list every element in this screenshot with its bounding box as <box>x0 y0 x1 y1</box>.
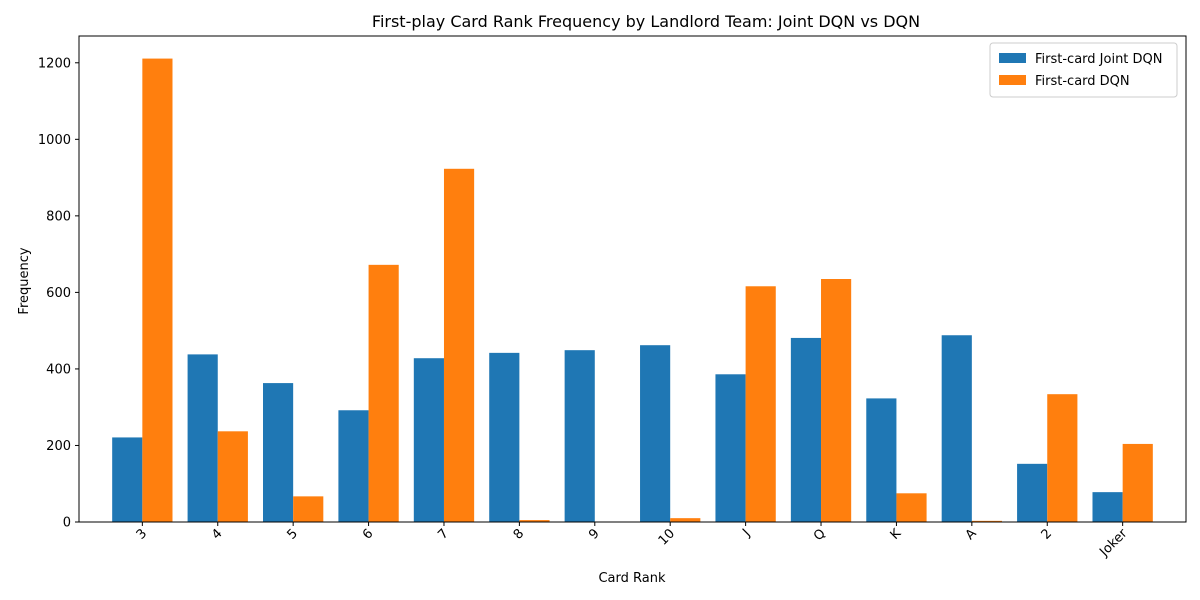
bar-series-1-2 <box>1017 463 1048 522</box>
bar-series-1-3 <box>112 437 143 522</box>
plot-frame <box>78 35 1187 523</box>
x-tick-label: Joker <box>1096 526 1131 561</box>
bar-series-1-joker <box>1092 492 1123 522</box>
x-tick-label: 9 <box>586 526 602 542</box>
y-tick-label: 600 <box>46 286 71 301</box>
y-tick-label: 1200 <box>38 56 71 71</box>
bar-series-2-k <box>896 493 927 522</box>
bar-series-1-10 <box>640 345 671 522</box>
bar-series-1-8 <box>489 352 520 522</box>
x-tick-label: 5 <box>285 526 301 542</box>
y-tick-label: 200 <box>46 439 71 454</box>
bar-series-2-8 <box>519 520 550 522</box>
bar-series-2-a <box>971 520 1002 522</box>
y-tick-label: 800 <box>46 209 71 224</box>
y-tick-label: 400 <box>46 362 71 377</box>
x-tick-label: J <box>739 526 753 540</box>
bars-group <box>112 58 1153 523</box>
bar-series-2-10 <box>670 518 701 522</box>
y-axis-ticks: 0 200 400 600 800 1000 1200 <box>38 56 79 531</box>
y-tick-label: 0 <box>63 516 71 531</box>
bar-series-2-7 <box>443 168 475 523</box>
legend: First-card Joint DQN First-card DQN <box>989 42 1178 98</box>
x-axis-ticks: 3 4 5 6 7 8 9 10 J Q K A 2 Joker <box>134 522 1131 560</box>
bar-series-2-4 <box>217 431 248 522</box>
bar-series-1-k <box>866 398 897 522</box>
legend-swatch-2 <box>999 75 1026 85</box>
bar-series-2-6 <box>368 264 399 522</box>
bar-series-1-9 <box>564 350 595 522</box>
x-axis-label: Card Rank <box>598 571 665 586</box>
y-axis-label: Frequency <box>17 247 32 314</box>
bar-series-1-6 <box>338 410 369 522</box>
x-tick-label: 7 <box>435 526 451 542</box>
legend-swatch-1 <box>999 53 1026 63</box>
x-tick-label: A <box>963 526 980 543</box>
x-tick-label: 4 <box>209 526 225 542</box>
bar-series-2-3 <box>142 58 173 522</box>
x-tick-label: 2 <box>1039 526 1055 542</box>
bar-series-1-5 <box>263 383 294 522</box>
bar-series-1-7 <box>413 358 444 522</box>
legend-label-2: First-card DQN <box>1035 74 1130 89</box>
y-tick-label: 1000 <box>38 133 71 148</box>
bar-series-2-2 <box>1047 394 1078 522</box>
x-tick-label: 8 <box>511 526 527 542</box>
bar-series-1-q <box>790 337 822 522</box>
bar-series-2-j <box>745 286 776 522</box>
x-tick-label: 10 <box>656 526 678 548</box>
x-tick-label: 6 <box>360 526 376 542</box>
legend-label-1: First-card Joint DQN <box>1035 52 1163 67</box>
x-tick-label: 3 <box>134 526 150 542</box>
bar-series-2-5 <box>293 496 324 522</box>
bar-series-2-q <box>821 279 852 522</box>
bar-series-1-4 <box>187 354 218 522</box>
legend-box <box>989 42 1178 98</box>
bar-series-1-a <box>941 335 972 522</box>
x-tick-label: Q <box>811 526 829 544</box>
chart-title: First-play Card Rank Frequency by Landlo… <box>372 12 920 31</box>
bar-series-2-joker <box>1122 443 1153 522</box>
x-tick-label: K <box>888 526 905 543</box>
bar-series-1-j <box>715 374 746 522</box>
